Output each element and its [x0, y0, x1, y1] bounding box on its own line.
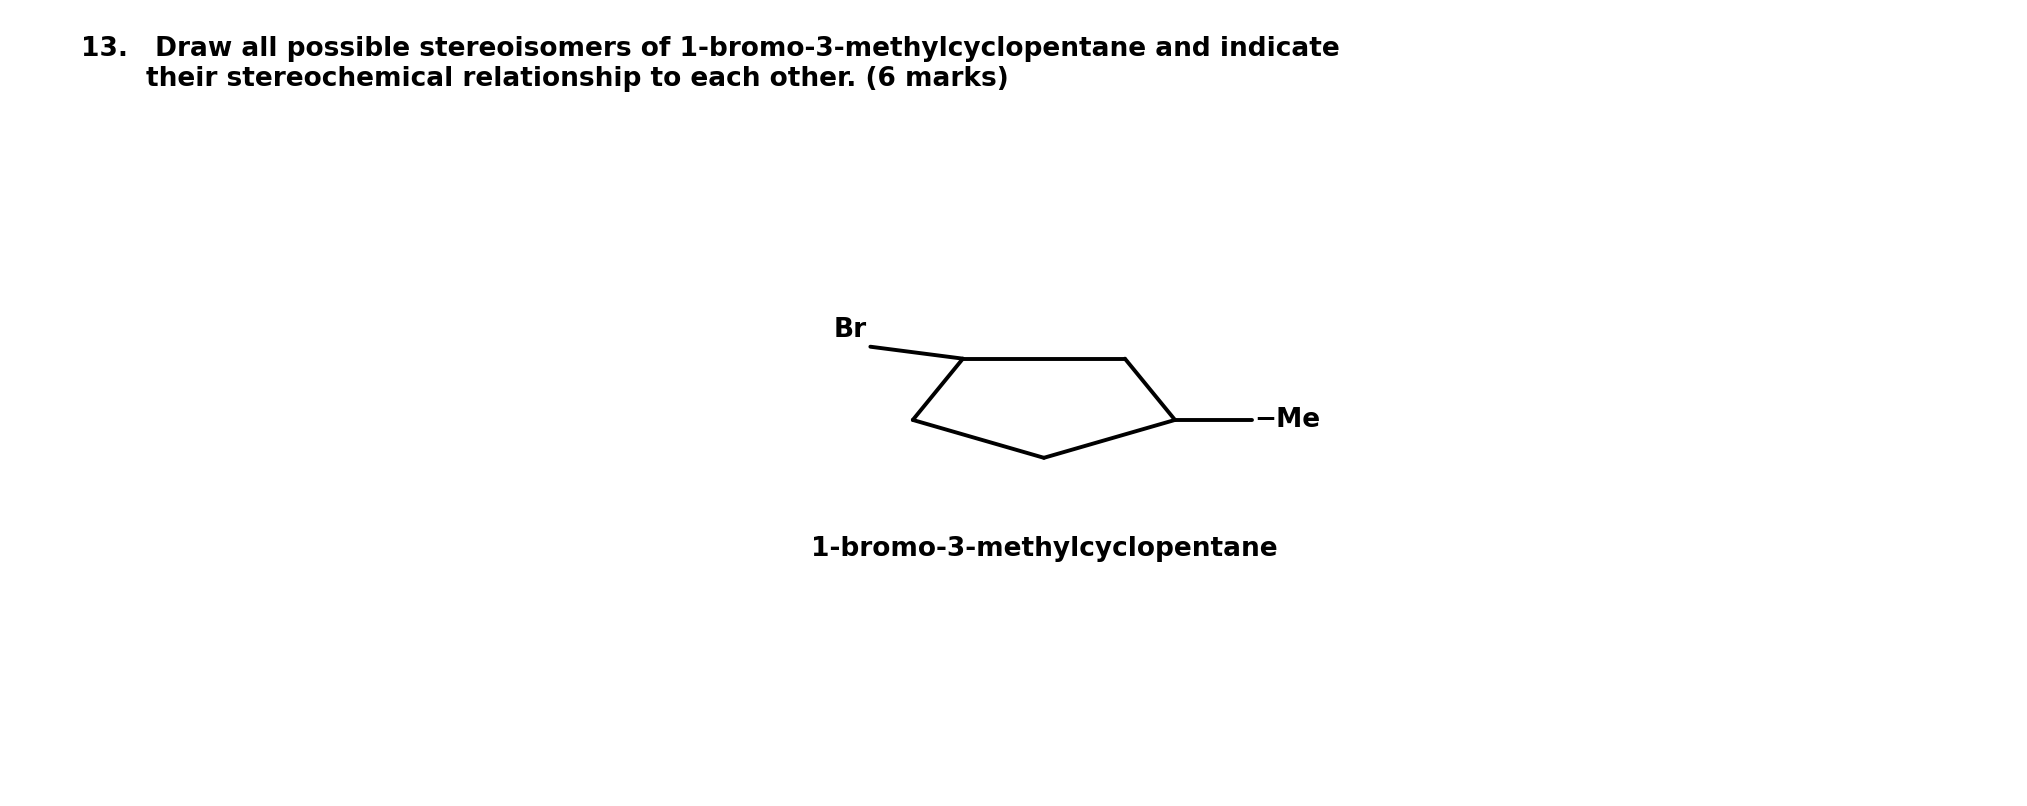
Text: Br: Br	[833, 317, 866, 343]
Text: 13.: 13.	[81, 36, 128, 62]
Text: 1-bromo-3-methylcyclopentane: 1-bromo-3-methylcyclopentane	[811, 536, 1277, 562]
Text: Draw all possible stereoisomers of 1-bromo-3-methylcyclopentane and indicate
the: Draw all possible stereoisomers of 1-bro…	[146, 36, 1340, 92]
Text: −Me: −Me	[1255, 407, 1320, 433]
